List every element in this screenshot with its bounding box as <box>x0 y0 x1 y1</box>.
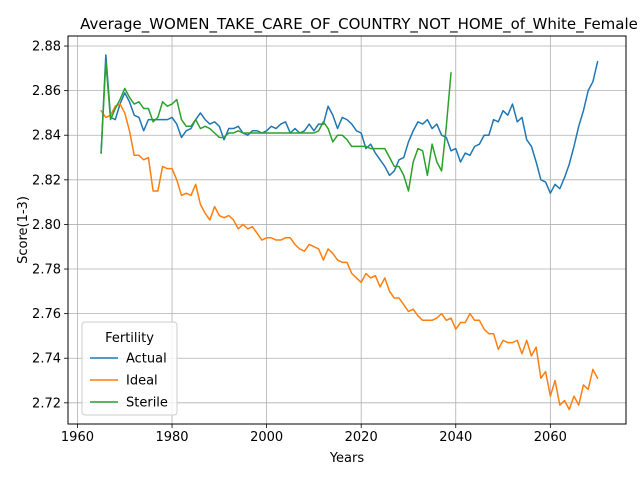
x-tick-label: 2020 <box>345 430 378 445</box>
x-tick-label: 2040 <box>439 430 472 445</box>
legend: Fertility Actual Ideal Sterile <box>81 321 178 416</box>
x-tick-label: 1960 <box>61 430 94 445</box>
x-tick-label: 2000 <box>250 430 283 445</box>
y-axis-label: Score(1-3) <box>16 196 31 264</box>
x-axis-label: Years <box>329 451 365 466</box>
y-tick-label: 2.72 <box>32 396 61 411</box>
x-tick-label: 1980 <box>155 430 188 445</box>
y-tick-label: 2.82 <box>32 173 61 188</box>
plot-area <box>100 54 599 411</box>
y-tick-label: 2.76 <box>32 307 61 322</box>
legend-title: Fertility <box>105 331 154 346</box>
x-tick-label: 2060 <box>534 430 567 445</box>
y-tick-label: 2.74 <box>32 352 61 367</box>
series-line-ideal <box>100 103 599 411</box>
y-tick-label: 2.88 <box>32 40 61 55</box>
y-tick-label: 2.80 <box>32 218 61 233</box>
legend-box <box>81 321 178 416</box>
y-tick-label: 2.78 <box>32 263 61 278</box>
series-line-actual <box>100 54 599 194</box>
legend-label-sterile: Sterile <box>126 396 168 411</box>
axes-frame <box>67 35 627 425</box>
legend-label-ideal: Ideal <box>126 374 158 389</box>
axis-ticks: 1960 1980 2000 2020 2040 2060 2.72 2.74 2.76 2.78… <box>32 40 567 445</box>
chart-title: Average_WOMEN_TAKE_CARE_OF_COUNTRY_NOT_H… <box>80 15 638 34</box>
series-line-sterile <box>100 60 452 192</box>
y-tick-label: 2.84 <box>32 129 61 144</box>
y-tick-label: 2.86 <box>32 84 61 99</box>
legend-label-actual: Actual <box>126 352 167 367</box>
